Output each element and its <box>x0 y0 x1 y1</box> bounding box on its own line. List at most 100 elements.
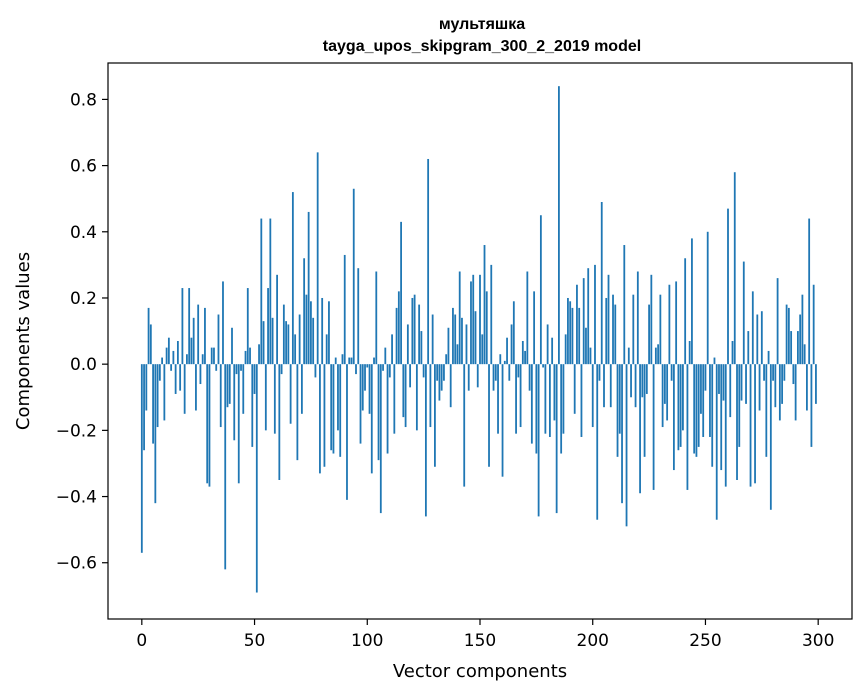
bar-236 <box>672 364 675 471</box>
bar-143 <box>463 364 466 487</box>
bar-162 <box>506 337 508 365</box>
bar-59 <box>273 364 276 434</box>
bar-189 <box>567 297 569 365</box>
bar-77 <box>314 364 317 378</box>
bar-132 <box>438 364 441 401</box>
bar-194 <box>578 307 581 365</box>
bar-266 <box>740 364 743 401</box>
bar-264 <box>736 364 738 480</box>
bar-4 <box>149 324 152 365</box>
y-tick-label-2: −0.2 <box>56 421 97 441</box>
bar-29 <box>206 364 209 484</box>
bar-80 <box>321 297 324 365</box>
bar-150 <box>479 274 481 365</box>
bar-49 <box>251 364 254 447</box>
bar-169 <box>521 341 524 365</box>
bar-113 <box>395 307 398 365</box>
bar-64 <box>285 321 288 365</box>
bar-35 <box>219 364 222 428</box>
bar-85 <box>332 364 335 454</box>
bar-161 <box>503 360 506 365</box>
chart-subtitle: tayga_upos_skipgram_300_2_2019 model <box>323 38 641 55</box>
bar-56 <box>267 288 269 365</box>
bar-232 <box>663 364 666 404</box>
bar-242 <box>686 364 689 490</box>
bar-182 <box>551 337 554 365</box>
bar-171 <box>526 271 529 365</box>
bar-148 <box>474 311 477 365</box>
bar-66 <box>289 364 292 424</box>
bar-137 <box>449 364 452 408</box>
bar-296 <box>808 218 811 365</box>
x-tick-label-0: 0 <box>136 631 147 651</box>
x-tick-label-250: 250 <box>689 631 721 651</box>
bar-290 <box>794 364 797 421</box>
bar-18 <box>181 288 184 365</box>
bar-283 <box>778 364 781 421</box>
bar-293 <box>801 294 804 365</box>
bar-243 <box>688 341 691 365</box>
bar-177 <box>539 215 542 365</box>
bar-202 <box>596 364 599 520</box>
bar-173 <box>530 364 533 444</box>
bar-152 <box>483 245 486 365</box>
bar-52 <box>258 344 260 365</box>
bar-196 <box>582 278 585 365</box>
bar-294 <box>803 344 806 365</box>
bar-292 <box>799 314 802 365</box>
bar-65 <box>287 324 290 365</box>
bar-101 <box>368 364 371 414</box>
bar-276 <box>763 364 765 381</box>
bar-24 <box>195 364 197 411</box>
x-axis: 0 50 100 150 200 250 300 <box>136 619 834 651</box>
bar-114 <box>397 291 400 365</box>
bar-159 <box>499 354 502 365</box>
bar-44 <box>240 364 242 371</box>
bar-225 <box>648 304 650 365</box>
bar-102 <box>370 364 373 474</box>
x-tick-label-300: 300 <box>802 631 834 651</box>
bar-67 <box>291 192 294 365</box>
bar-245 <box>693 364 696 454</box>
bar-199 <box>589 347 592 365</box>
bar-107 <box>382 364 384 371</box>
bar-253 <box>711 364 714 467</box>
x-tick-label-50: 50 <box>244 631 266 651</box>
bar-179 <box>544 364 547 434</box>
bar-208 <box>609 364 612 408</box>
bar-287 <box>787 307 790 365</box>
bar-241 <box>684 258 687 365</box>
bar-76 <box>312 317 315 365</box>
bar-40 <box>231 327 233 365</box>
bar-268 <box>745 364 747 404</box>
bar-193 <box>576 284 578 365</box>
bar-183 <box>553 364 556 421</box>
bar-115 <box>400 221 402 365</box>
bar-237 <box>675 281 678 365</box>
bar-135 <box>445 354 448 365</box>
bar-153 <box>485 291 488 365</box>
bar-146 <box>470 281 472 365</box>
bar-104 <box>375 271 378 365</box>
bar-229 <box>657 344 660 365</box>
bar-261 <box>729 364 732 418</box>
bar-62 <box>280 364 283 375</box>
bar-251 <box>706 231 709 365</box>
bar-6 <box>154 364 157 504</box>
bar-120 <box>411 297 414 365</box>
bar-60 <box>276 274 278 365</box>
bar-244 <box>691 238 693 365</box>
bar-130 <box>434 364 436 467</box>
bar-178 <box>542 364 545 368</box>
bar-214 <box>623 245 626 365</box>
bar-291 <box>796 331 799 365</box>
bar-25 <box>197 304 200 365</box>
bar-141 <box>458 271 461 365</box>
bar-28 <box>204 307 206 365</box>
bar-37 <box>224 364 227 570</box>
bar-124 <box>420 331 423 365</box>
bar-250 <box>704 364 707 391</box>
bar-280 <box>772 364 774 381</box>
bar-172 <box>528 364 531 391</box>
bar-254 <box>713 357 716 365</box>
